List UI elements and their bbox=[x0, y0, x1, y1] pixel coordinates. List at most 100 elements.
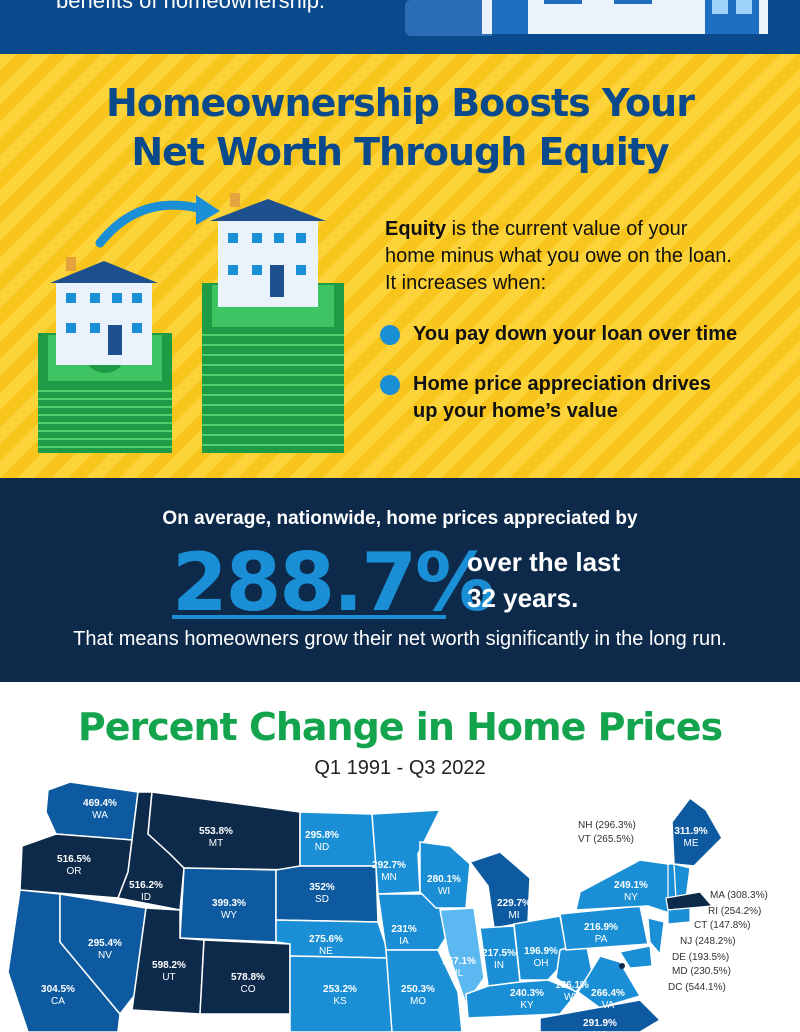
state-abbr-ut: UT bbox=[162, 972, 175, 983]
map-subtitle: Q1 1991 - Q3 2022 bbox=[314, 757, 486, 779]
state-abbr-ca: CA bbox=[51, 996, 65, 1007]
period-line2: 32 years. bbox=[467, 583, 579, 613]
state-abbr-in: IN bbox=[494, 960, 504, 971]
state-md bbox=[619, 945, 653, 969]
state-abbr-wy: WY bbox=[221, 910, 237, 921]
hero-title-line1: Homeownership Boosts Your bbox=[106, 81, 695, 125]
state-value-pa: 216.9% bbox=[584, 922, 618, 933]
state-ct bbox=[667, 907, 691, 925]
state-abbr-me: ME bbox=[684, 838, 699, 849]
definition-line3: It increases when: bbox=[385, 272, 547, 294]
state-value-oh: 196.9% bbox=[524, 946, 558, 957]
top-banner: benefits of homeownership. bbox=[0, 0, 800, 54]
state-abbr-sd: SD bbox=[315, 894, 329, 905]
state-abbr-wi: WI bbox=[438, 886, 450, 897]
bullet-dot-icon bbox=[380, 375, 400, 395]
equity-definition: Equity is the current value of your home… bbox=[385, 216, 785, 297]
us-home-price-map: 469.4%WA 516.5%OR 304.5%CA 516.2%ID 295.4%NV… bbox=[7, 782, 768, 1032]
state-ma bbox=[665, 891, 714, 911]
callout-dc: DC (544.1%) bbox=[668, 982, 726, 993]
state-abbr-pa: PA bbox=[595, 934, 608, 945]
state-value-ny: 249.1% bbox=[614, 880, 648, 891]
callout-vt: VT (265.5%) bbox=[578, 834, 634, 845]
state-value-va: 266.4% bbox=[591, 988, 625, 999]
state-value-ia: 231% bbox=[391, 924, 417, 935]
state-nc bbox=[539, 999, 662, 1032]
hero-title-line2: Net Worth Through Equity bbox=[131, 130, 669, 174]
state-value-sd: 352% bbox=[309, 882, 335, 893]
state-abbr-wv: WV bbox=[564, 992, 580, 1003]
state-value-in: 217.5% bbox=[482, 948, 516, 959]
state-value-mn: 292.7% bbox=[372, 860, 406, 871]
state-value-wv: 186.1% bbox=[555, 980, 589, 991]
state-mo bbox=[385, 949, 463, 1032]
callout-ri: RI (254.2%) bbox=[708, 906, 761, 917]
map-title: Percent Change in Home Prices bbox=[77, 705, 723, 749]
state-value-wi: 280.1% bbox=[427, 874, 461, 885]
state-abbr-ne: NE bbox=[319, 946, 333, 957]
appreciation-section: On average, nationwide, home prices appr… bbox=[0, 478, 800, 682]
state-value-ky: 240.3% bbox=[510, 988, 544, 999]
state-value-ne: 275.6% bbox=[309, 934, 343, 945]
state-ks bbox=[289, 955, 393, 1032]
definition-line2: home minus what you owe on the loan. bbox=[385, 245, 732, 267]
state-abbr-ky: KY bbox=[520, 1000, 534, 1011]
state-value-ks: 253.2% bbox=[323, 984, 357, 995]
house-fragment-illustration bbox=[405, 0, 768, 36]
state-abbr-ks: KS bbox=[333, 996, 347, 1007]
appreciation-value: 288.7% bbox=[172, 536, 495, 629]
state-abbr-mi: MI bbox=[508, 910, 519, 921]
appreciation-conclusion: That means homeowners grow their net wor… bbox=[73, 628, 727, 650]
state-value-nd: 295.8% bbox=[305, 830, 339, 841]
state-mi bbox=[468, 851, 531, 929]
state-nh bbox=[673, 863, 691, 899]
definition-line1: is the current value of your bbox=[446, 218, 688, 240]
houses-on-money-illustration bbox=[38, 193, 344, 453]
state-abbr-mt: MT bbox=[209, 838, 223, 849]
state-abbr-mn: MN bbox=[381, 872, 397, 883]
state-value-mi: 229.7% bbox=[497, 898, 531, 909]
state-value-wa: 469.4% bbox=[83, 798, 117, 809]
state-abbr-id: ID bbox=[141, 892, 151, 903]
state-abbr-mo: MO bbox=[410, 996, 426, 1007]
state-value-id: 516.2% bbox=[129, 880, 163, 891]
dc-marker bbox=[619, 963, 625, 969]
callout-de: DE (193.5%) bbox=[672, 952, 729, 963]
state-nj bbox=[647, 917, 665, 956]
state-value-wy: 399.3% bbox=[212, 898, 246, 909]
state-abbr-or: OR bbox=[67, 866, 82, 877]
callout-nh: NH (296.3%) bbox=[578, 820, 636, 831]
appreciation-period: over the last 32 years. bbox=[467, 544, 620, 616]
state-value-il: 167.1% bbox=[442, 956, 476, 967]
state-abbr-wa: WA bbox=[92, 810, 108, 821]
state-value-ut: 598.2% bbox=[152, 960, 186, 971]
bullet-item-1: You pay down your loan over time bbox=[380, 321, 773, 348]
bullet-2-line1: Home price appreciation drives bbox=[413, 373, 711, 395]
state-ky bbox=[465, 979, 580, 1019]
callout-nj: NJ (248.2%) bbox=[680, 936, 736, 947]
state-abbr-ia: IA bbox=[399, 936, 409, 947]
state-mn bbox=[371, 809, 442, 895]
state-nv bbox=[59, 893, 147, 1016]
bullet-2-line2: up your home’s value bbox=[413, 400, 618, 422]
state-va bbox=[576, 955, 642, 1009]
state-value-co: 578.8% bbox=[231, 972, 265, 983]
bullet-1-text: You pay down your loan over time bbox=[413, 323, 738, 345]
callout-ct: CT (147.8%) bbox=[694, 920, 751, 931]
equity-term: Equity bbox=[385, 218, 447, 240]
bullet-dot-icon bbox=[380, 325, 400, 345]
state-value-ca: 304.5% bbox=[41, 984, 75, 995]
state-abbr-nc: NC bbox=[593, 1030, 607, 1032]
state-abbr-nv: NV bbox=[98, 950, 112, 961]
bullet-item-2: Home price appreciation drives up your h… bbox=[380, 371, 773, 425]
state-value-mo: 250.3% bbox=[401, 984, 435, 995]
state-abbr-nd: ND bbox=[315, 842, 329, 853]
period-line1: over the last bbox=[467, 547, 621, 577]
state-abbr-va: VA bbox=[602, 1000, 615, 1011]
state-value-mt: 553.8% bbox=[199, 826, 233, 837]
state-value-nv: 295.4% bbox=[88, 938, 122, 949]
state-value-me: 311.9% bbox=[674, 826, 707, 837]
state-value-nc: 291.9% bbox=[583, 1018, 617, 1029]
appreciation-intro: On average, nationwide, home prices appr… bbox=[162, 508, 638, 529]
callout-ma: MA (308.3%) bbox=[710, 890, 768, 901]
